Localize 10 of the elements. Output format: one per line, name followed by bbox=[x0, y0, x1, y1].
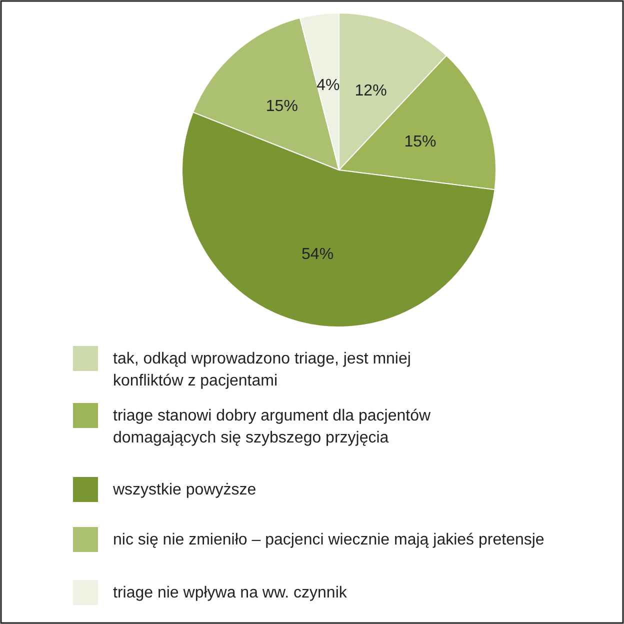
data-label: 15% bbox=[266, 98, 298, 115]
legend-label: tak, odkąd wprowadzono triage, jest mniej konfliktów z pacjentami bbox=[113, 350, 411, 390]
data-label: 15% bbox=[404, 133, 436, 150]
data-label: 54% bbox=[302, 246, 334, 264]
data-label: 4% bbox=[316, 76, 340, 94]
legend-label: wszystkie powyższe bbox=[112, 482, 256, 499]
legend-label: triage nie wpływa na ww. czynnik bbox=[113, 584, 348, 602]
data-label: 12% bbox=[354, 82, 387, 100]
legend-label: nic się nie zmieniło – pacjenci wiecznie mają jakieś pretensje bbox=[113, 532, 544, 549]
legend-label: triage stanowi dobry argument dla pacjentów domagających się szybszego przyjęcia bbox=[113, 408, 431, 447]
